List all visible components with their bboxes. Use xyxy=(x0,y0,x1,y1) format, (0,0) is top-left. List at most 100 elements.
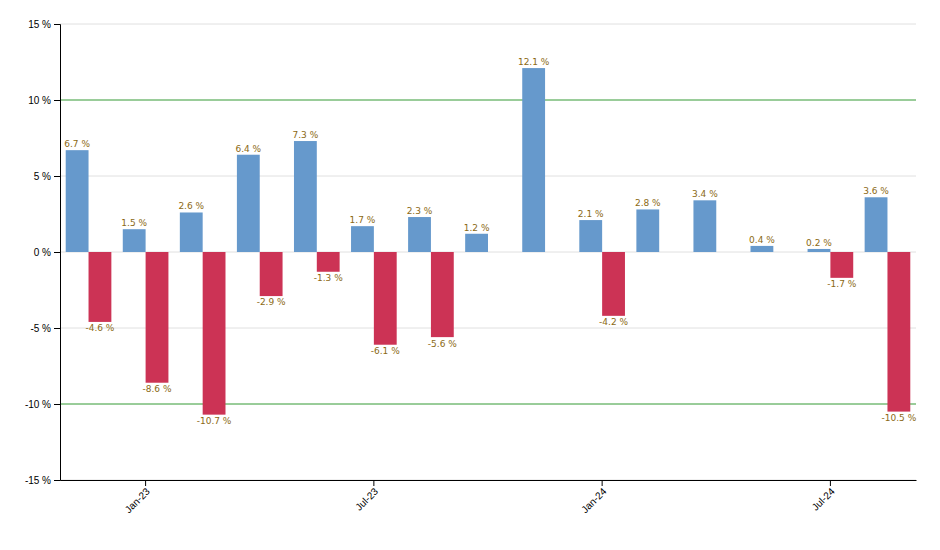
reference-line xyxy=(60,403,916,404)
y-tick: 5 % xyxy=(34,171,60,182)
bar xyxy=(693,200,716,252)
y-tick-label: 10 % xyxy=(28,95,51,106)
grid xyxy=(60,24,916,480)
y-tick: 15 % xyxy=(28,19,60,30)
y-tick-label: 15 % xyxy=(28,19,51,30)
bar xyxy=(260,252,283,296)
x-tick-label: Jul-24 xyxy=(810,485,837,512)
data-label: 12.1 % xyxy=(518,57,550,67)
bar xyxy=(408,217,431,252)
data-label: -8.6 % xyxy=(143,384,172,394)
bar xyxy=(431,252,454,337)
bar xyxy=(545,252,568,253)
y-tick: 10 % xyxy=(28,95,60,106)
x-tick: Jan-24 xyxy=(579,480,609,515)
bar xyxy=(294,141,317,252)
bar xyxy=(522,68,545,252)
data-label: 7.3 % xyxy=(293,130,319,140)
x-tick-label: Jan-24 xyxy=(579,485,609,515)
bar xyxy=(865,197,888,252)
data-label: 0.4 % xyxy=(749,235,775,245)
data-label: -10.5 % xyxy=(882,413,917,423)
bar xyxy=(351,226,374,252)
bar xyxy=(488,252,511,253)
y-tick-mark xyxy=(54,176,60,177)
bar-series xyxy=(66,68,888,252)
bar xyxy=(66,150,89,252)
bar xyxy=(887,252,910,412)
x-axis-line xyxy=(61,480,917,481)
data-label: -6.1 % xyxy=(371,346,400,356)
bar xyxy=(773,252,796,253)
bar xyxy=(716,252,739,253)
x-tick-label: Jul-23 xyxy=(353,485,380,512)
data-label: 3.6 % xyxy=(863,186,889,196)
bar xyxy=(374,252,397,345)
data-label: 3.4 % xyxy=(692,189,718,199)
bar xyxy=(317,252,340,272)
data-label: 1.5 % xyxy=(121,218,147,228)
bar xyxy=(751,246,774,252)
y-tick-label: -5 % xyxy=(30,323,51,334)
bar xyxy=(89,252,112,322)
x-tick: Jul-23 xyxy=(353,480,380,513)
data-label: -1.3 % xyxy=(314,273,343,283)
data-label: 2.8 % xyxy=(635,198,661,208)
y-tick-label: -15 % xyxy=(25,475,51,486)
grid-line xyxy=(60,24,916,25)
plot-area: 6.7 %1.5 %2.6 %6.4 %7.3 %1.7 %2.3 %1.2 %… xyxy=(25,19,917,515)
bar xyxy=(602,252,625,316)
data-label: 0.2 % xyxy=(806,238,832,248)
bar xyxy=(180,212,203,252)
y-axis: -15 % -10 % -5 % 0 % 5 % 10 % 15 % xyxy=(25,19,61,486)
bar xyxy=(636,209,659,252)
y-tick-mark xyxy=(54,328,60,329)
y-tick: -5 % xyxy=(30,323,60,334)
data-label: -2.9 % xyxy=(257,297,286,307)
data-label: -1.7 % xyxy=(827,279,856,289)
y-tick-label: 0 % xyxy=(34,247,51,258)
data-labels: 6.7 %1.5 %2.6 %6.4 %7.3 %1.7 %2.3 %1.2 %… xyxy=(64,57,916,426)
bar-series xyxy=(89,252,911,415)
bar xyxy=(123,229,146,252)
data-label: -4.2 % xyxy=(599,317,628,327)
chart-svg: 6.7 %1.5 %2.6 %6.4 %7.3 %1.7 %2.3 %1.2 %… xyxy=(0,0,940,550)
chart-container: 6.7 %1.5 %2.6 %6.4 %7.3 %1.7 %2.3 %1.2 %… xyxy=(0,0,940,550)
y-tick-mark xyxy=(54,252,60,253)
y-tick: -15 % xyxy=(25,475,60,486)
bar xyxy=(659,252,682,253)
x-tick-mark xyxy=(373,480,374,486)
grid-line xyxy=(60,480,916,481)
marks xyxy=(60,68,916,415)
y-tick-mark xyxy=(54,480,60,481)
bar xyxy=(203,252,226,415)
data-label: 1.2 % xyxy=(464,223,490,233)
x-axis: Jan-23 Jul-23 Jan-24 Jul-24 xyxy=(61,480,917,515)
y-tick: -10 % xyxy=(25,399,60,410)
y-tick-label: 5 % xyxy=(34,171,51,182)
bar xyxy=(579,220,602,252)
data-label: -10.7 % xyxy=(197,416,232,426)
x-tick: Jul-24 xyxy=(810,480,837,513)
y-tick-mark xyxy=(54,24,60,25)
y-tick-mark xyxy=(54,100,60,101)
y-tick-mark xyxy=(54,404,60,405)
y-tick: 0 % xyxy=(34,247,60,258)
data-label: 6.4 % xyxy=(235,144,261,154)
bar xyxy=(808,249,831,252)
bar xyxy=(146,252,169,383)
data-label: 2.1 % xyxy=(578,209,604,219)
grid-line xyxy=(60,404,916,405)
data-label: 1.7 % xyxy=(350,215,376,225)
bar xyxy=(237,155,260,252)
grid-line xyxy=(60,328,916,329)
y-tick-label: -10 % xyxy=(25,399,51,410)
grid-line xyxy=(60,100,916,101)
x-tick: Jan-23 xyxy=(123,480,153,515)
data-label: 6.7 % xyxy=(64,139,90,149)
data-label: -5.6 % xyxy=(428,339,457,349)
x-tick-label: Jan-23 xyxy=(123,485,153,515)
x-tick-mark xyxy=(602,480,603,486)
grid-line xyxy=(60,176,916,177)
reference-line xyxy=(60,99,916,100)
